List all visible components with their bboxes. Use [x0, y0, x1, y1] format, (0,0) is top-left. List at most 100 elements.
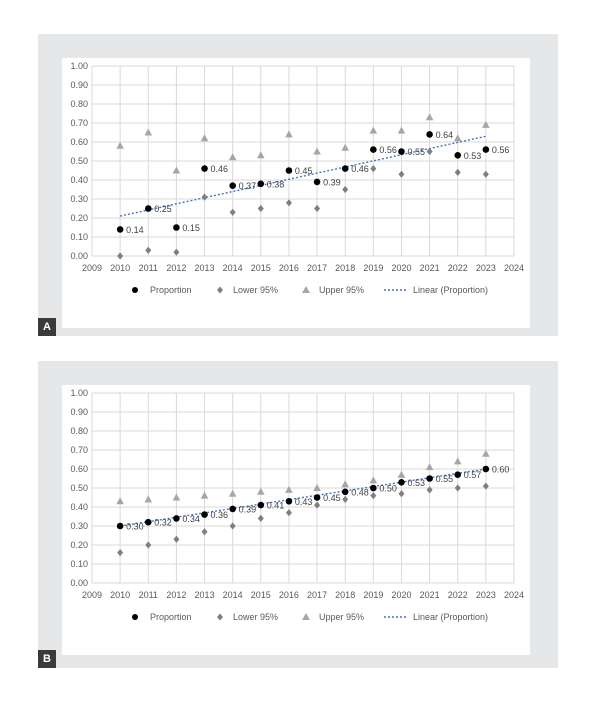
proportion-point	[341, 165, 349, 172]
y-tick-label: 0.30	[70, 194, 88, 204]
lower-95-point	[398, 490, 405, 498]
lower-95-point	[173, 535, 180, 543]
x-tick-label: 2019	[363, 590, 383, 600]
chart-card-a: 2009 2010 2011 2012 2013 2014 2015 2016 2017 2018…	[62, 58, 530, 328]
proportion-data-label: 0.53	[464, 151, 482, 161]
proportion-data-label: 0.32	[154, 518, 172, 528]
proportion-point	[313, 178, 321, 186]
proportion-data-label: 0.60	[492, 465, 510, 475]
legend-upper-label: Upper 95%	[319, 612, 364, 622]
lower-95-point	[482, 482, 489, 490]
lower-95-point	[426, 486, 433, 494]
x-tick-label: 2010	[110, 263, 130, 273]
proportion-point	[370, 484, 377, 492]
upper-95-point	[313, 147, 321, 155]
x-tick-label: 2024	[504, 590, 524, 600]
lower-95-point	[342, 495, 349, 503]
y-tick-label: 0.40	[70, 175, 88, 185]
upper-95-point	[482, 120, 490, 128]
upper-95-point	[285, 130, 293, 138]
proportion-data-label: 0.50	[379, 484, 397, 494]
lower-95-point	[229, 208, 236, 216]
upper-95-point	[144, 128, 153, 136]
x-tick-label: 2013	[195, 590, 215, 600]
panel-label-b: B	[38, 650, 56, 668]
upper-95-point	[116, 141, 124, 149]
lower-95-point	[173, 248, 180, 256]
x-tick-label: 2021	[420, 590, 440, 600]
y-tick-label: 0.50	[70, 483, 88, 493]
proportion-data-label: 0.38	[267, 179, 285, 189]
y-tick-label: 0.10	[70, 559, 88, 569]
x-tick-label: 2011	[139, 590, 158, 600]
x-tick-label: 2022	[448, 263, 468, 273]
lower-95-point	[314, 501, 321, 509]
upper-95-point	[425, 113, 434, 121]
x-tick-label: 2022	[448, 590, 468, 600]
upper-95-point	[257, 487, 265, 495]
proportion-point	[482, 465, 490, 473]
proportion-data-label: 0.57	[464, 470, 482, 480]
proportion-point	[201, 511, 208, 518]
y-tick-label: 0.60	[70, 137, 88, 147]
upper-95-point	[172, 493, 181, 501]
y-tick-label: 0.00	[70, 251, 88, 261]
x-tick-label: 2010	[110, 590, 130, 600]
upper-95-point	[453, 457, 462, 465]
proportion-point	[398, 479, 405, 486]
y-tick-label: 0.20	[70, 540, 88, 550]
x-tick-label: 2017	[307, 263, 327, 273]
x-tick-label: 2013	[195, 263, 215, 273]
proportion-data-label: 0.48	[351, 487, 369, 497]
y-tick-label: 1.00	[70, 61, 88, 71]
proportion-data-label: 0.39	[239, 504, 257, 514]
proportion-data-label: 0.55	[436, 474, 454, 484]
x-tick-label: 2015	[251, 590, 271, 600]
upper-95-point	[369, 476, 378, 484]
lower-95-point	[285, 199, 292, 207]
proportion-point	[144, 205, 152, 212]
y-tick-label: 0.70	[70, 445, 88, 455]
x-tick-label: 2015	[251, 263, 271, 273]
proportion-point	[173, 515, 180, 522]
x-tick-label: 2021	[420, 263, 440, 273]
lower-95-point	[229, 522, 236, 530]
proportion-point	[398, 148, 405, 155]
legend-upper-marker	[302, 613, 310, 620]
lower-95-point	[117, 252, 124, 260]
proportion-data-label: 0.34	[182, 514, 200, 524]
proportion-data-label: 0.15	[182, 223, 200, 233]
lower-95-point	[117, 549, 124, 557]
proportion-point	[370, 146, 377, 153]
lower-95-point	[370, 492, 377, 500]
proportion-data-label: 0.46	[351, 164, 369, 174]
x-tick-label: 2016	[279, 590, 299, 600]
lower-95-point	[145, 246, 152, 254]
lower-95-point	[285, 509, 292, 517]
lower-95-point	[257, 204, 264, 213]
proportion-point	[229, 505, 236, 513]
lower-95-point	[454, 484, 461, 492]
proportion-data-label: 0.14	[126, 225, 144, 235]
x-tick-label: 2023	[476, 263, 496, 273]
proportion-point	[201, 165, 208, 172]
proportion-point	[144, 518, 152, 526]
proportion-point	[426, 475, 433, 482]
y-tick-label: 0.70	[70, 118, 88, 128]
x-tick-label: 2009	[82, 263, 102, 273]
chart-a: 2009 2010 2011 2012 2013 2014 2015 2016 2017 2018…	[70, 61, 524, 295]
proportion-point	[313, 494, 321, 501]
proportion-point	[116, 226, 124, 233]
legend-linear-label: Linear (Proportion)	[413, 285, 488, 295]
lower-95-point	[426, 147, 433, 156]
x-tick-label: 2023	[476, 590, 496, 600]
proportion-point	[341, 488, 349, 496]
x-tick-label: 2019	[363, 263, 383, 273]
chart-card-b: 2009 2010 2011 2012 2013 2014 2015 2016 2017 2018…	[62, 385, 530, 655]
proportion-data-label: 0.56	[492, 145, 510, 155]
proportion-point	[257, 180, 265, 188]
upper-95-point	[144, 495, 153, 503]
x-tick-label: 2009	[82, 590, 102, 600]
upper-95-point	[482, 449, 490, 457]
upper-95-point	[257, 151, 265, 159]
